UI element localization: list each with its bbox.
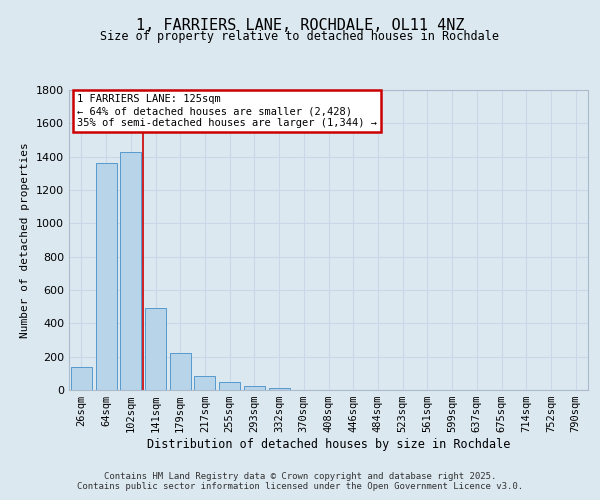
Bar [244, 386, 265, 390]
Bar [145, 308, 166, 390]
Text: Contains public sector information licensed under the Open Government Licence v3: Contains public sector information licen… [77, 482, 523, 491]
Bar [170, 352, 191, 390]
Text: Contains HM Land Registry data © Crown copyright and database right 2025.: Contains HM Land Registry data © Crown c… [104, 472, 496, 481]
Bar [120, 152, 141, 390]
Bar [219, 382, 240, 390]
Text: 1 FARRIERS LANE: 125sqm
← 64% of detached houses are smaller (2,428)
35% of semi: 1 FARRIERS LANE: 125sqm ← 64% of detache… [77, 94, 377, 128]
Bar [71, 366, 92, 390]
Text: 1, FARRIERS LANE, ROCHDALE, OL11 4NZ: 1, FARRIERS LANE, ROCHDALE, OL11 4NZ [136, 18, 464, 32]
X-axis label: Distribution of detached houses by size in Rochdale: Distribution of detached houses by size … [147, 438, 510, 451]
Y-axis label: Number of detached properties: Number of detached properties [20, 142, 31, 338]
Bar [95, 162, 116, 390]
Text: Size of property relative to detached houses in Rochdale: Size of property relative to detached ho… [101, 30, 499, 43]
Bar [269, 388, 290, 390]
Bar [194, 376, 215, 390]
